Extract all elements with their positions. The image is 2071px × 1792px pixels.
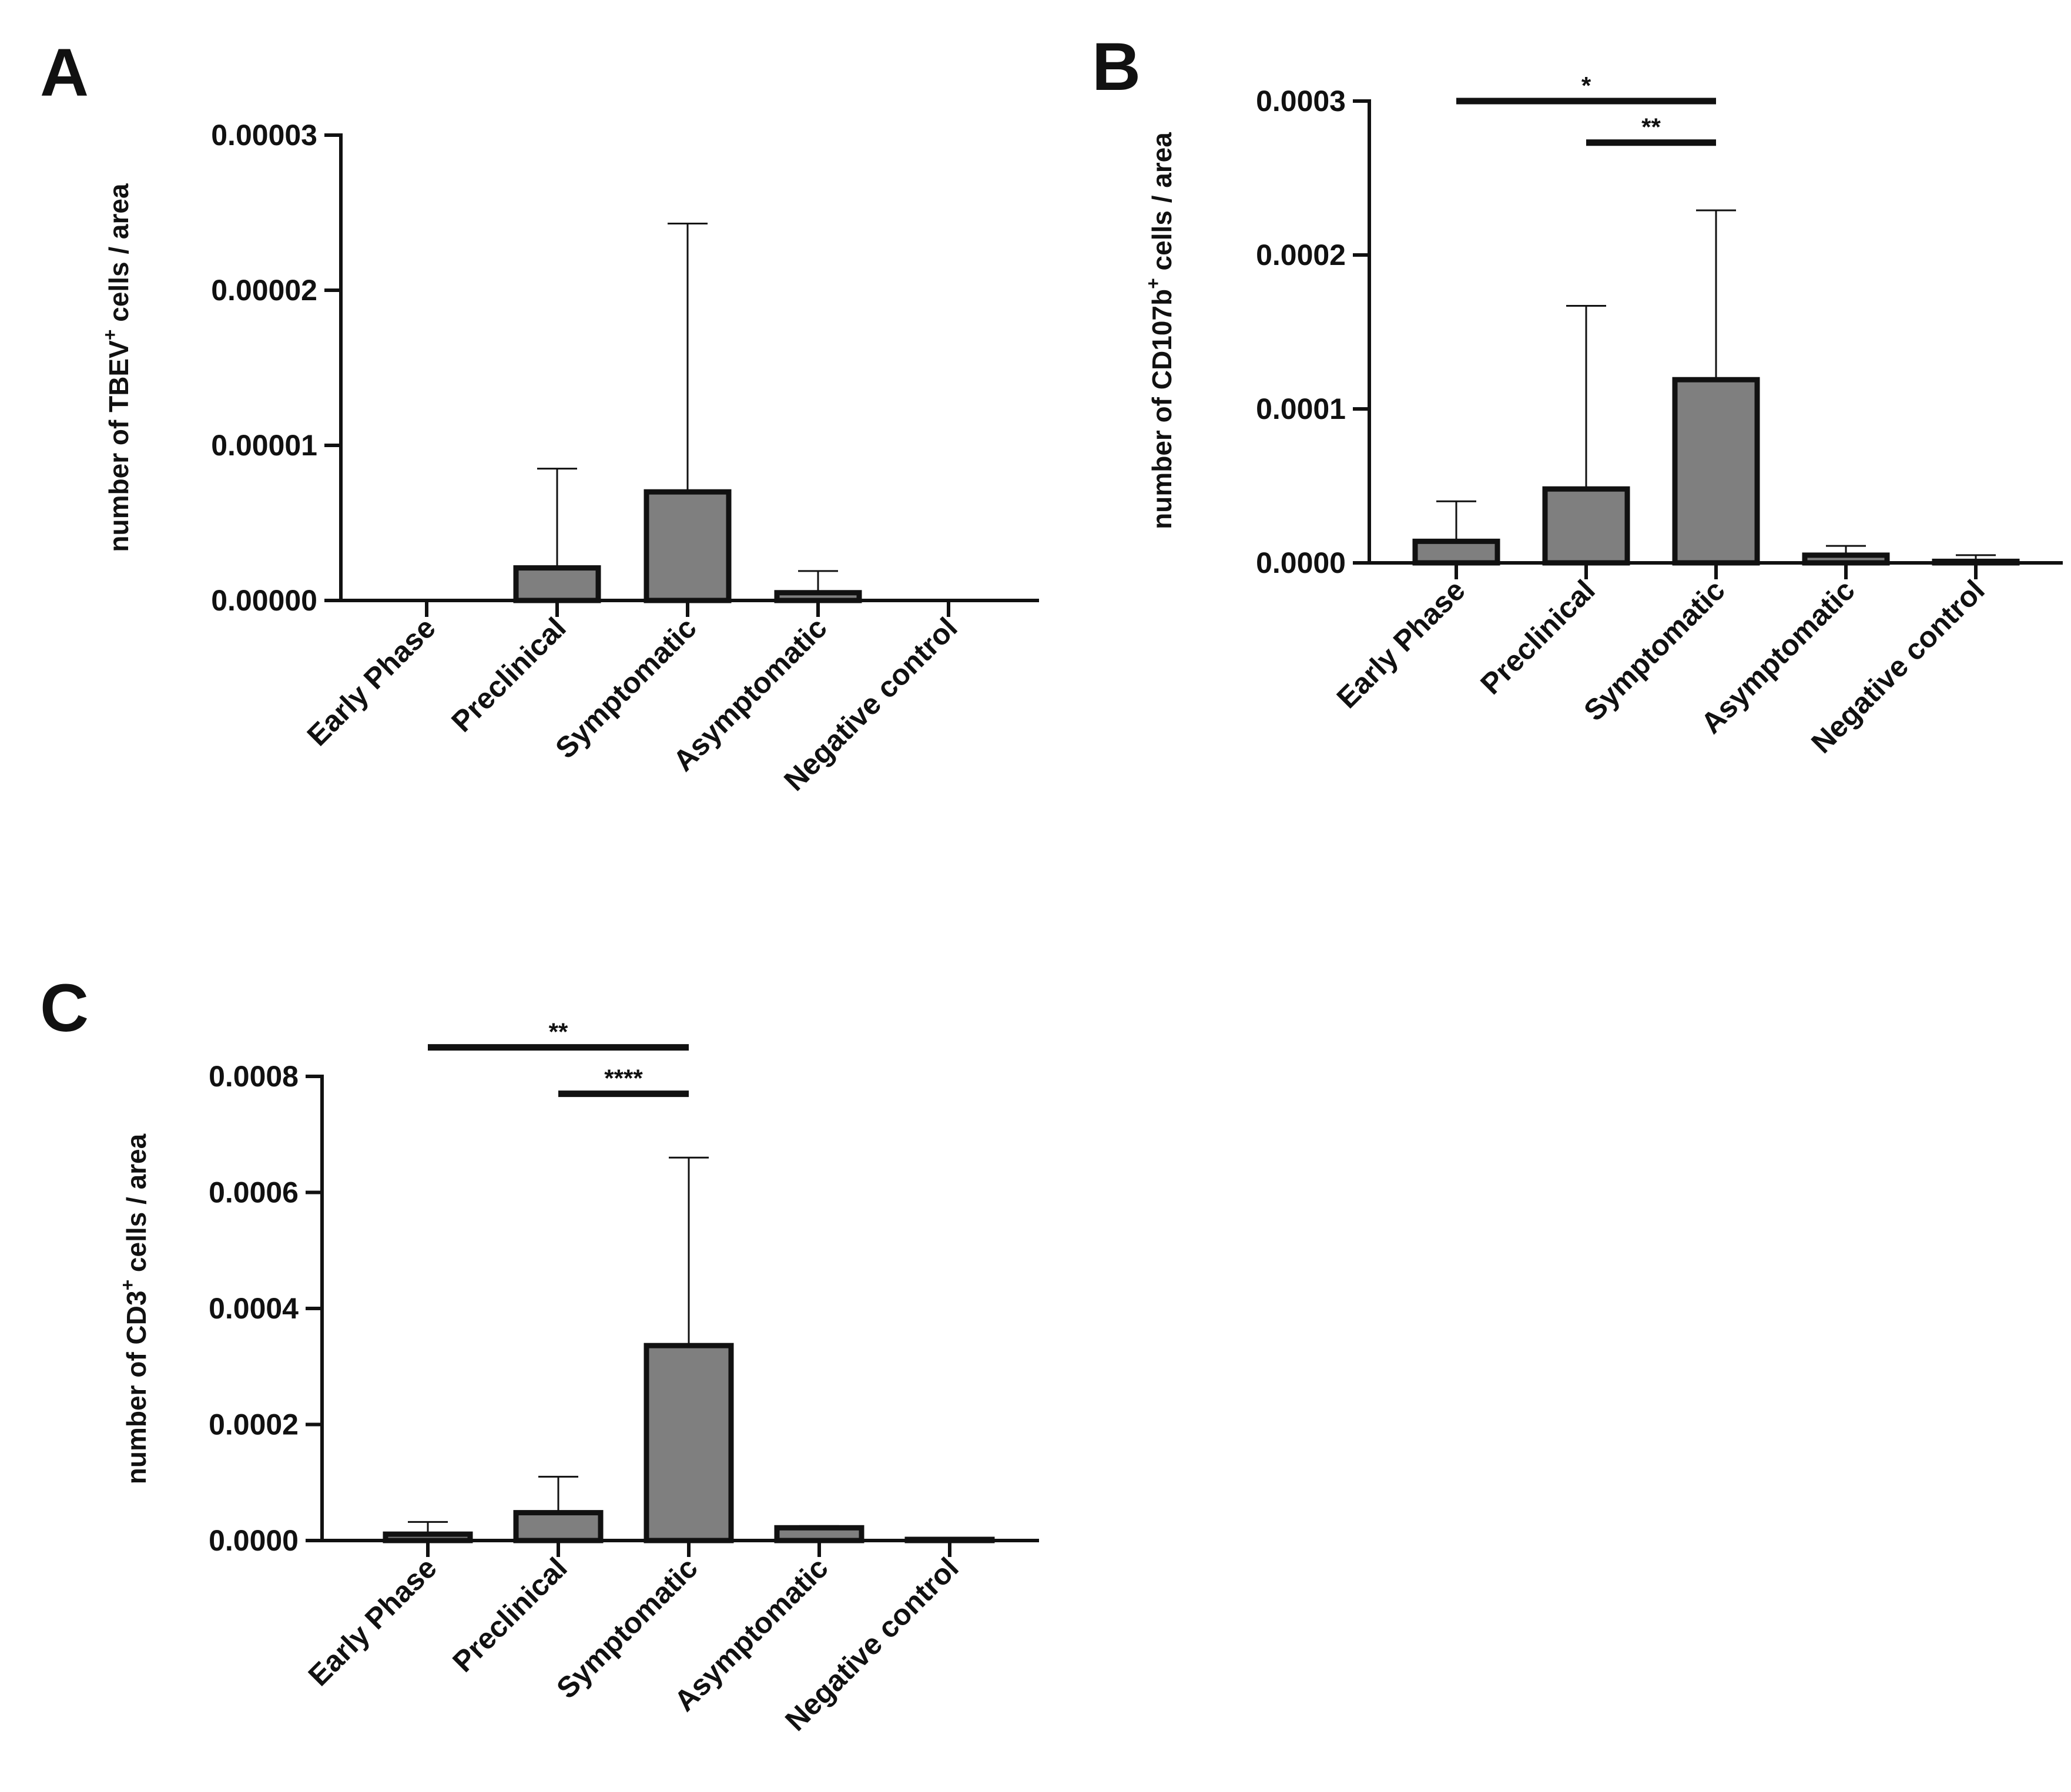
significance-label: **** bbox=[604, 1065, 643, 1092]
bar-negative-control bbox=[1932, 558, 2020, 566]
y-tick-label: 0.0004 bbox=[209, 1292, 299, 1325]
y-axis-title: number of TBEV+ cells / area bbox=[99, 183, 134, 552]
x-category-label: Early Phase bbox=[302, 1551, 443, 1692]
y-tick-label: 0.00001 bbox=[211, 429, 317, 462]
y-tick-label: 0.0002 bbox=[1256, 239, 1346, 271]
bar-asymptomatic bbox=[774, 1525, 864, 1543]
y-tick-label: 0.0001 bbox=[1256, 392, 1346, 425]
y-axis-title-suffix: cells / area bbox=[103, 183, 134, 329]
bar-early-phase bbox=[1412, 538, 1500, 566]
y-tick-label: 0.0000 bbox=[209, 1524, 299, 1557]
x-category-label: Early Phase bbox=[301, 611, 442, 752]
y-axis-title: number of CD107b+ cells / area bbox=[1142, 132, 1177, 529]
y-axis-title-superscript: + bbox=[117, 1280, 138, 1291]
y-axis-title: number of CD3+ cells / area bbox=[117, 1133, 152, 1484]
bar-negative-control bbox=[904, 1536, 995, 1543]
panel-letter: C bbox=[40, 971, 89, 1046]
y-axis-title-superscript: + bbox=[1142, 278, 1164, 289]
bar-symptomatic bbox=[1672, 377, 1760, 566]
significance-label: ** bbox=[1641, 113, 1661, 141]
bar-preclinical bbox=[513, 1510, 604, 1543]
y-tick-label: 0.0000 bbox=[1256, 546, 1346, 579]
y-tick-label: 0.0002 bbox=[209, 1408, 299, 1441]
x-category-label: Preclinical bbox=[445, 611, 572, 738]
significance-label: * bbox=[1581, 72, 1591, 99]
y-axis-title-suffix: cells / area bbox=[121, 1133, 152, 1279]
y-axis-title-suffix: cells / area bbox=[1147, 132, 1177, 278]
bar-symptomatic bbox=[644, 489, 732, 603]
y-axis-title-prefix: number of TBEV bbox=[103, 340, 134, 552]
x-category-label: Early Phase bbox=[1331, 573, 1472, 714]
y-tick-label: 0.0008 bbox=[209, 1060, 299, 1093]
y-tick-label: 0.0003 bbox=[1256, 85, 1346, 118]
y-tick-label: 0.00000 bbox=[211, 584, 317, 617]
x-category-label: Preclinical bbox=[1474, 573, 1601, 700]
y-axis-title-prefix: number of CD107b bbox=[1147, 289, 1177, 529]
panel-letter: A bbox=[40, 35, 89, 110]
y-tick-label: 0.00003 bbox=[211, 119, 317, 152]
panel-letter: B bbox=[1092, 29, 1141, 105]
y-axis-title-superscript: + bbox=[99, 330, 120, 341]
significance-label: ** bbox=[549, 1018, 568, 1046]
y-tick-label: 0.00002 bbox=[211, 274, 317, 307]
bar-early-phase bbox=[383, 1531, 473, 1543]
bar-preclinical bbox=[1542, 486, 1630, 566]
y-tick-label: 0.0006 bbox=[209, 1176, 299, 1209]
bar-symptomatic bbox=[644, 1343, 734, 1543]
x-category-label: Preclinical bbox=[446, 1551, 573, 1678]
bar-asymptomatic bbox=[774, 590, 862, 603]
bar-asymptomatic bbox=[1802, 552, 1890, 566]
bar-preclinical bbox=[513, 565, 601, 603]
y-axis-title-prefix: number of CD3 bbox=[121, 1291, 152, 1485]
